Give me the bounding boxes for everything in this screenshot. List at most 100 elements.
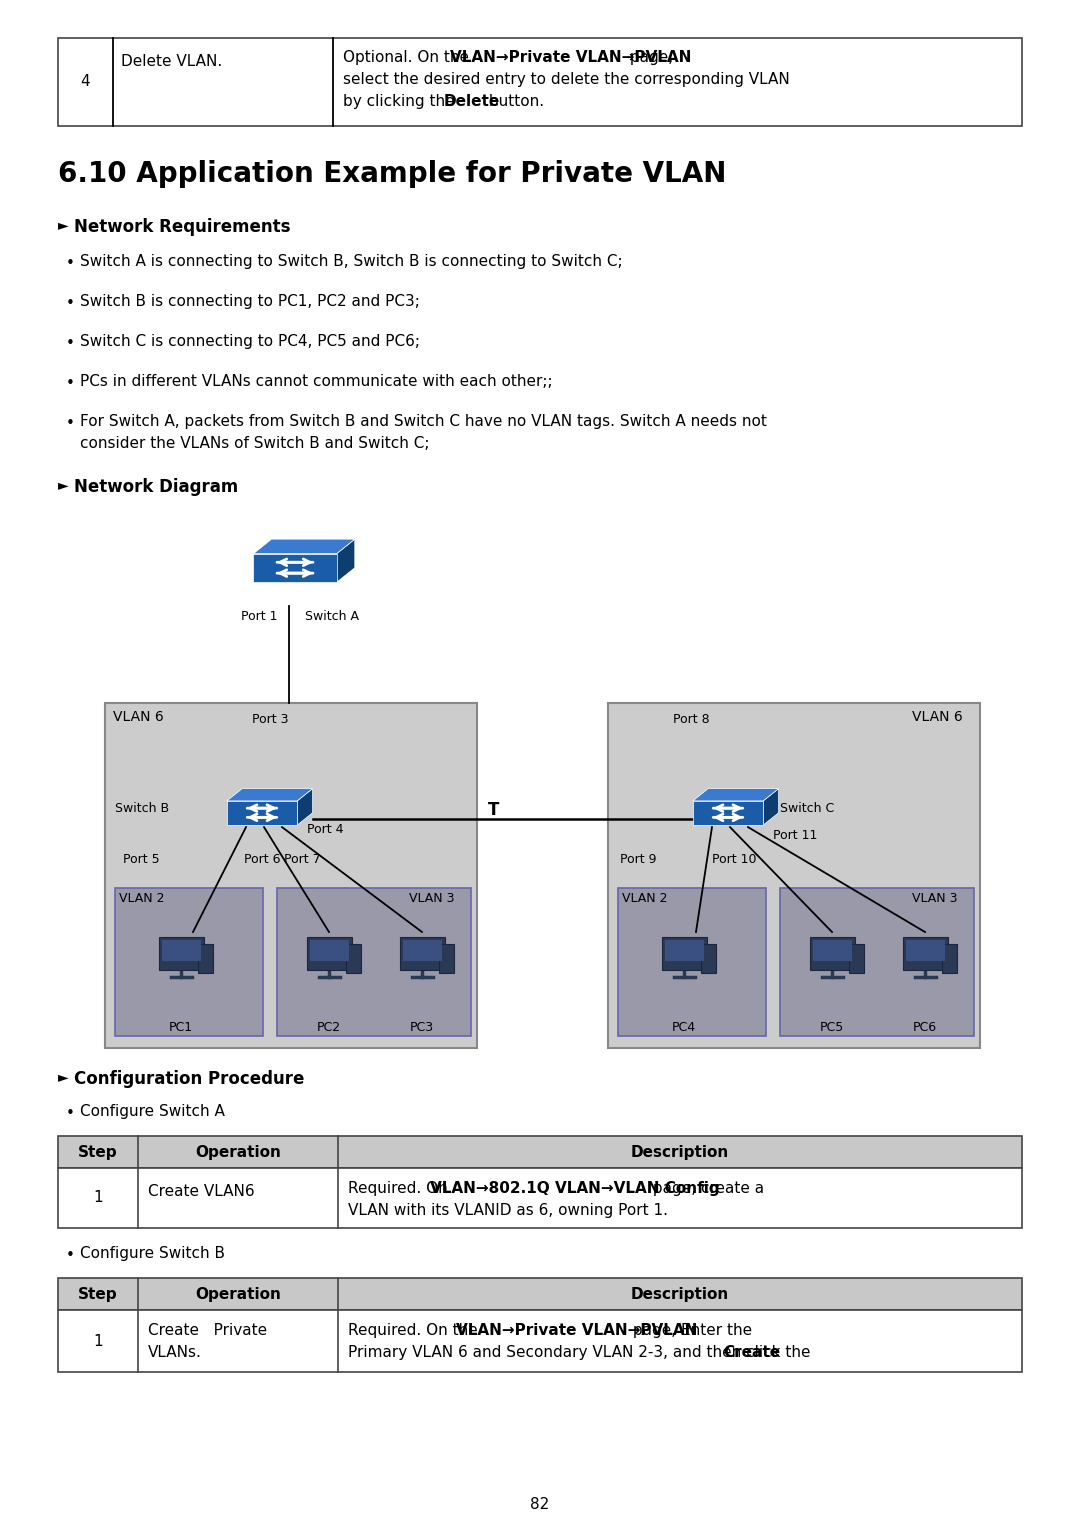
Bar (58, 1136, 1022, 1168)
Bar (105, 702, 477, 1048)
Text: Create   Private: Create Private (148, 1322, 267, 1338)
Bar (618, 889, 766, 1035)
Text: VLAN→Private VLAN→PVLAN: VLAN→Private VLAN→PVLAN (456, 1322, 698, 1338)
Text: Port 8: Port 8 (673, 713, 710, 725)
Text: Port 4: Port 4 (307, 823, 343, 835)
Text: VLANs.: VLANs. (148, 1345, 202, 1361)
Text: For Switch A, packets from Switch B and Switch C have no VLAN tags. Switch A nee: For Switch A, packets from Switch B and … (80, 414, 767, 429)
Text: Configure Switch B: Configure Switch B (80, 1246, 225, 1261)
Text: ►: ► (58, 218, 69, 232)
Text: Network Requirements: Network Requirements (75, 218, 291, 237)
Text: PC2: PC2 (316, 1022, 341, 1034)
Text: •: • (66, 257, 75, 270)
Text: page, Enter the: page, Enter the (627, 1322, 752, 1338)
Text: Switch A: Switch A (305, 609, 359, 623)
Text: Switch C is connecting to PC4, PC5 and PC6;: Switch C is connecting to PC4, PC5 and P… (80, 334, 420, 350)
Bar (310, 941, 349, 960)
Text: Step: Step (78, 1145, 118, 1159)
Text: Port 1: Port 1 (241, 609, 278, 623)
Text: Port 5: Port 5 (123, 854, 160, 866)
Bar (905, 941, 945, 960)
Text: Primary VLAN 6 and Secondary VLAN 2-3, and then click the: Primary VLAN 6 and Secondary VLAN 2-3, a… (348, 1345, 815, 1361)
Text: page,: page, (625, 50, 673, 66)
Text: ►: ► (58, 478, 69, 492)
Text: PC3: PC3 (410, 1022, 434, 1034)
Text: •: • (66, 415, 75, 431)
Text: VLAN→802.1Q VLAN→VLAN Config: VLAN→802.1Q VLAN→VLAN Config (430, 1180, 719, 1196)
Text: page, create a: page, create a (648, 1180, 765, 1196)
Text: VLAN 2: VLAN 2 (622, 892, 667, 906)
Text: by clicking the: by clicking the (343, 95, 459, 108)
Text: Switch B is connecting to PC1, PC2 and PC3;: Switch B is connecting to PC1, PC2 and P… (80, 295, 420, 308)
Text: Create: Create (723, 1345, 780, 1361)
Polygon shape (297, 788, 312, 825)
Text: ►: ► (58, 1070, 69, 1084)
Text: •: • (66, 296, 75, 312)
Bar (307, 938, 351, 970)
Text: 4: 4 (81, 75, 91, 90)
Polygon shape (764, 788, 779, 825)
Text: Port 3: Port 3 (252, 713, 288, 725)
Text: VLAN with its VLANID as 6, owning Port 1.: VLAN with its VLANID as 6, owning Port 1… (348, 1203, 669, 1219)
Text: 1: 1 (93, 1191, 103, 1205)
Bar (198, 944, 213, 973)
Text: VLAN→Private VLAN→PVLAN: VLAN→Private VLAN→PVLAN (450, 50, 691, 66)
Bar (58, 1168, 1022, 1228)
Bar (942, 944, 957, 973)
Text: Switch C: Switch C (780, 803, 834, 815)
Text: VLAN 6: VLAN 6 (912, 710, 962, 724)
Bar (701, 944, 715, 973)
Polygon shape (692, 800, 764, 825)
Text: Configuration Procedure: Configuration Procedure (75, 1070, 305, 1089)
Text: Port 6: Port 6 (244, 854, 281, 866)
Text: Description: Description (631, 1287, 729, 1301)
Text: Optional. On the: Optional. On the (343, 50, 474, 66)
Text: Port 9: Port 9 (620, 854, 657, 866)
Bar (440, 944, 454, 973)
Bar (903, 938, 947, 970)
Text: PCs in different VLANs cannot communicate with each other;;: PCs in different VLANs cannot communicat… (80, 374, 553, 389)
Polygon shape (254, 539, 355, 554)
Text: Operation: Operation (195, 1145, 281, 1159)
Text: Port 10: Port 10 (712, 854, 756, 866)
Text: Required. On: Required. On (348, 1180, 453, 1196)
Text: •: • (66, 1248, 75, 1263)
Bar (780, 889, 974, 1035)
Text: •: • (66, 336, 75, 351)
Text: 6.10 Application Example for Private VLAN: 6.10 Application Example for Private VLA… (58, 160, 727, 188)
Text: VLAN 3: VLAN 3 (409, 892, 455, 906)
Bar (58, 38, 1022, 127)
Text: •: • (66, 1106, 75, 1121)
Text: Port 11: Port 11 (773, 829, 818, 841)
Text: Configure Switch A: Configure Switch A (80, 1104, 225, 1119)
Bar (810, 938, 854, 970)
Bar (400, 938, 445, 970)
Text: PC1: PC1 (168, 1022, 193, 1034)
Bar (812, 941, 851, 960)
Bar (403, 941, 442, 960)
Polygon shape (227, 800, 297, 825)
Text: Create VLAN6: Create VLAN6 (148, 1183, 255, 1199)
Text: Required. On the: Required. On the (348, 1322, 483, 1338)
Bar (114, 889, 264, 1035)
Bar (849, 944, 864, 973)
Text: VLAN 2: VLAN 2 (119, 892, 164, 906)
Polygon shape (337, 539, 355, 582)
Bar (608, 702, 980, 1048)
Text: PC5: PC5 (820, 1022, 845, 1034)
Polygon shape (692, 788, 779, 800)
Bar (661, 938, 706, 970)
Bar (346, 944, 361, 973)
Bar (58, 1278, 1022, 1310)
Bar (159, 938, 203, 970)
Text: VLAN 6: VLAN 6 (113, 710, 164, 724)
Text: Network Diagram: Network Diagram (75, 478, 239, 496)
Polygon shape (254, 554, 337, 582)
Text: T: T (488, 802, 499, 818)
Text: 1: 1 (93, 1333, 103, 1348)
Bar (162, 941, 201, 960)
Text: Switch B: Switch B (114, 803, 170, 815)
Text: PC6: PC6 (913, 1022, 937, 1034)
Text: Operation: Operation (195, 1287, 281, 1301)
Text: PC4: PC4 (672, 1022, 697, 1034)
